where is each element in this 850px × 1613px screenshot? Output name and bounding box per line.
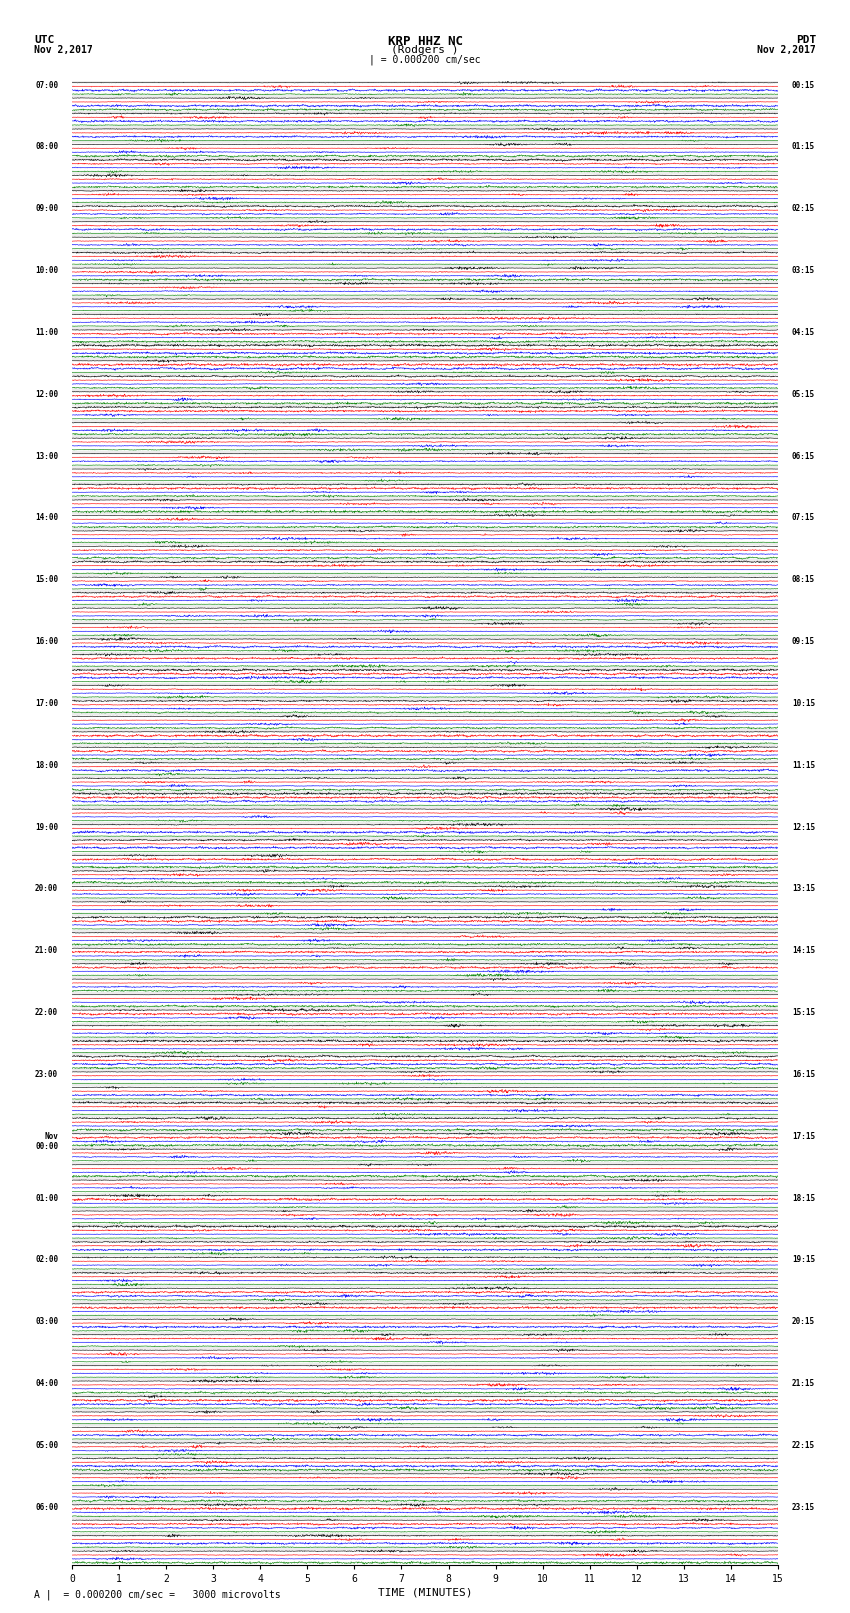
- Text: 21:15: 21:15: [792, 1379, 815, 1389]
- Text: 04:00: 04:00: [35, 1379, 58, 1389]
- Text: 12:15: 12:15: [792, 823, 815, 832]
- Text: 04:15: 04:15: [792, 327, 815, 337]
- Text: KRP HHZ NC: KRP HHZ NC: [388, 35, 462, 48]
- Text: 17:00: 17:00: [35, 698, 58, 708]
- Text: 14:00: 14:00: [35, 513, 58, 523]
- Text: 03:00: 03:00: [35, 1318, 58, 1326]
- Text: 05:00: 05:00: [35, 1440, 58, 1450]
- Text: 08:15: 08:15: [792, 576, 815, 584]
- Text: 13:00: 13:00: [35, 452, 58, 461]
- Text: 00:15: 00:15: [792, 81, 815, 90]
- Text: 02:00: 02:00: [35, 1255, 58, 1265]
- Text: 22:15: 22:15: [792, 1440, 815, 1450]
- Text: 20:15: 20:15: [792, 1318, 815, 1326]
- X-axis label: TIME (MINUTES): TIME (MINUTES): [377, 1587, 473, 1598]
- Text: 18:00: 18:00: [35, 761, 58, 769]
- Text: 09:15: 09:15: [792, 637, 815, 647]
- Text: 10:00: 10:00: [35, 266, 58, 276]
- Text: A |  = 0.000200 cm/sec =   3000 microvolts: A | = 0.000200 cm/sec = 3000 microvolts: [34, 1589, 280, 1600]
- Text: PDT: PDT: [796, 35, 816, 45]
- Text: 21:00: 21:00: [35, 947, 58, 955]
- Text: 16:15: 16:15: [792, 1069, 815, 1079]
- Text: 01:15: 01:15: [792, 142, 815, 152]
- Text: Nov 2,2017: Nov 2,2017: [34, 45, 93, 55]
- Text: 23:15: 23:15: [792, 1503, 815, 1511]
- Text: 18:15: 18:15: [792, 1194, 815, 1203]
- Text: UTC: UTC: [34, 35, 54, 45]
- Text: Nov 2,2017: Nov 2,2017: [757, 45, 816, 55]
- Text: 19:00: 19:00: [35, 823, 58, 832]
- Text: 11:15: 11:15: [792, 761, 815, 769]
- Text: Nov
00:00: Nov 00:00: [35, 1132, 58, 1152]
- Text: 07:15: 07:15: [792, 513, 815, 523]
- Text: 05:15: 05:15: [792, 390, 815, 398]
- Text: 11:00: 11:00: [35, 327, 58, 337]
- Text: 22:00: 22:00: [35, 1008, 58, 1018]
- Text: 01:00: 01:00: [35, 1194, 58, 1203]
- Text: 14:15: 14:15: [792, 947, 815, 955]
- Text: 13:15: 13:15: [792, 884, 815, 894]
- Text: 09:00: 09:00: [35, 205, 58, 213]
- Text: 07:00: 07:00: [35, 81, 58, 90]
- Text: 10:15: 10:15: [792, 698, 815, 708]
- Text: 02:15: 02:15: [792, 205, 815, 213]
- Text: 20:00: 20:00: [35, 884, 58, 894]
- Text: | = 0.000200 cm/sec: | = 0.000200 cm/sec: [369, 55, 481, 66]
- Text: 08:00: 08:00: [35, 142, 58, 152]
- Text: 12:00: 12:00: [35, 390, 58, 398]
- Text: 16:00: 16:00: [35, 637, 58, 647]
- Text: 17:15: 17:15: [792, 1132, 815, 1140]
- Text: (Rodgers ): (Rodgers ): [391, 45, 459, 55]
- Text: 23:00: 23:00: [35, 1069, 58, 1079]
- Text: 06:00: 06:00: [35, 1503, 58, 1511]
- Text: 15:15: 15:15: [792, 1008, 815, 1018]
- Text: 06:15: 06:15: [792, 452, 815, 461]
- Text: 03:15: 03:15: [792, 266, 815, 276]
- Text: 19:15: 19:15: [792, 1255, 815, 1265]
- Text: 15:00: 15:00: [35, 576, 58, 584]
